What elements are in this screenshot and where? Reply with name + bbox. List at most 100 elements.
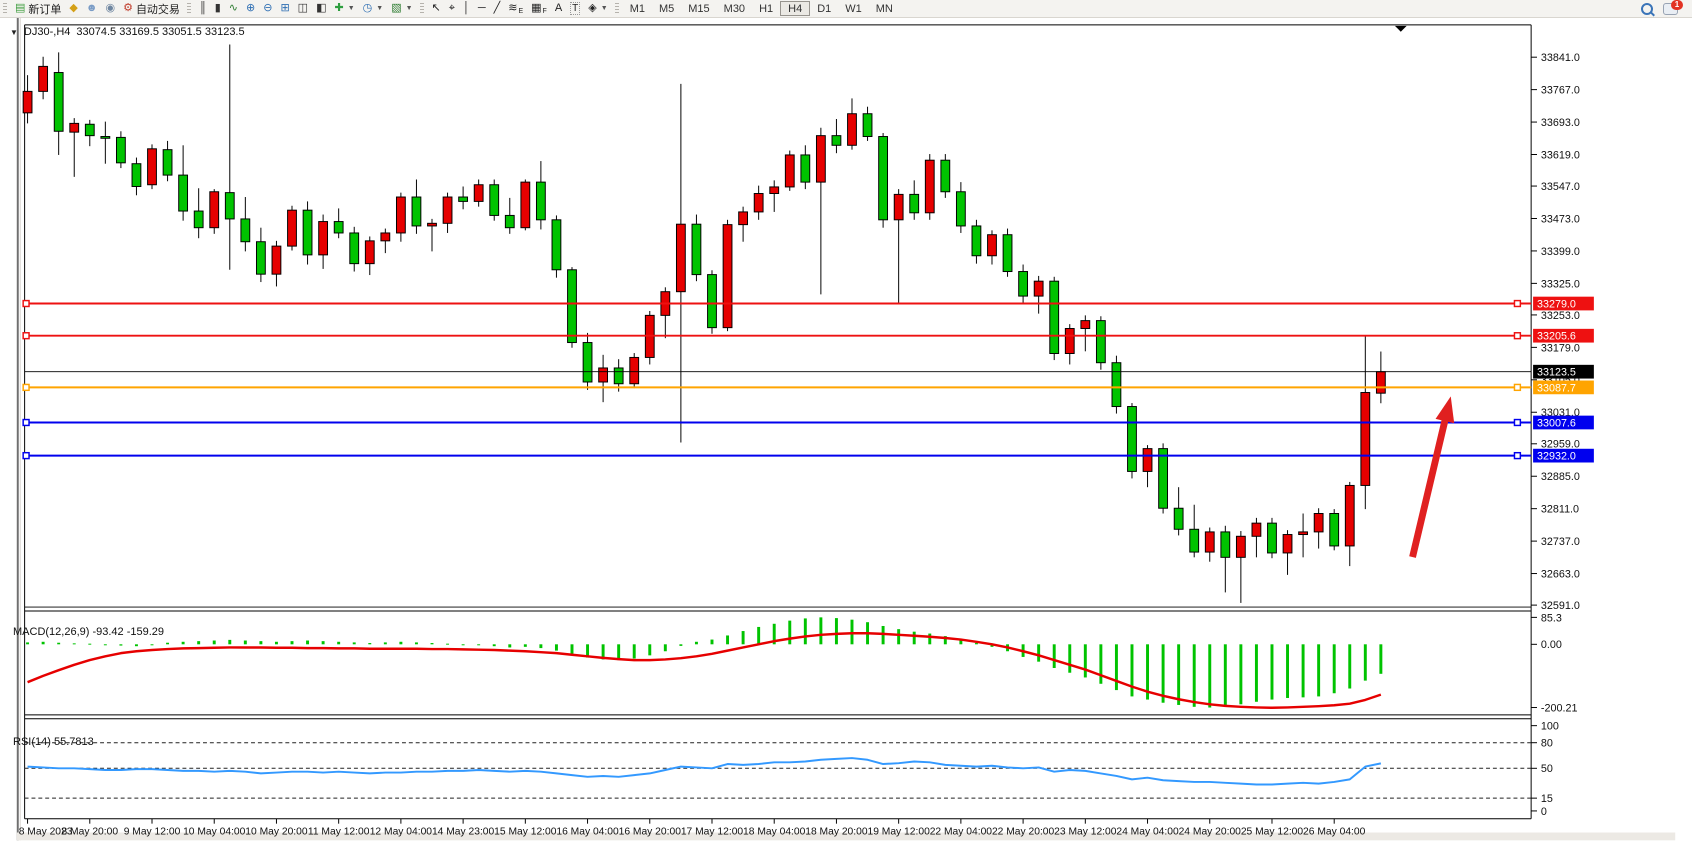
macd-histogram-bar	[617, 644, 621, 661]
cursor-button[interactable]: ↖	[428, 1, 445, 16]
bull-candle-body	[364, 240, 375, 265]
macd-histogram-bar	[399, 641, 403, 645]
text-button[interactable]: A	[551, 1, 566, 16]
time-tick-label: 23 May 12:00	[1054, 826, 1117, 837]
chevron-down-icon[interactable]: ▼	[347, 5, 355, 12]
arrow-head[interactable]	[1435, 396, 1455, 424]
candle	[504, 197, 515, 234]
notifications-button[interactable]: 1	[1663, 0, 1683, 15]
support-line-2-handle[interactable]	[22, 451, 30, 460]
bull-candle-body	[1204, 531, 1215, 553]
candle	[847, 98, 857, 150]
separate-window-icon: ◧	[316, 2, 327, 14]
line-chart-button[interactable]: ∿	[225, 1, 242, 16]
macd-histogram-bar	[1301, 644, 1305, 698]
pivot-line-handle[interactable]	[1513, 383, 1522, 392]
candlestick-chart-button[interactable]: ▮	[211, 1, 225, 16]
resistance-line-2-handle[interactable]	[1513, 332, 1522, 340]
bar-chart-button[interactable]: ║	[195, 1, 211, 16]
macd-histogram-bar	[881, 625, 885, 645]
trendline-button[interactable]: ╱	[490, 1, 505, 16]
macd-histogram-bar	[477, 644, 481, 646]
fibonacci-button[interactable]: ▦ F	[527, 1, 551, 16]
resistance-line-1-tag-label: 33279.0	[1537, 298, 1576, 310]
resistance-line-2-handle[interactable]	[22, 332, 30, 340]
candle	[395, 192, 406, 242]
timeframe-button-h4[interactable]: H4	[780, 1, 811, 16]
timeframe-button-m30[interactable]: M30	[723, 2, 746, 15]
zoom-out-button[interactable]: ⊖	[259, 1, 276, 16]
support-line-1-handle[interactable]	[22, 418, 30, 427]
horizontal-line-button[interactable]: ─	[474, 1, 490, 16]
indicator-window-button[interactable]: ◫	[294, 1, 312, 16]
period-button[interactable]: ◷ ▼	[359, 1, 388, 16]
chevron-down-icon[interactable]: ▼	[10, 27, 18, 37]
signals-button[interactable]: ◉	[101, 1, 119, 16]
timeframe-button-m5[interactable]: M5	[658, 2, 675, 15]
chevron-down-icon[interactable]: ▼	[600, 5, 608, 12]
macd-histogram-bar	[508, 644, 512, 648]
arrows-button[interactable]: ◈ ▼	[584, 1, 611, 16]
auto-trading-icon: ⚙	[123, 2, 133, 14]
timeframe-drag-handle[interactable]	[614, 3, 619, 14]
search-icon[interactable]	[1641, 2, 1653, 15]
macd-histogram-bar	[1146, 644, 1150, 700]
toolbar-drag-handle[interactable]	[419, 3, 424, 14]
chevron-down-icon[interactable]: ▼	[405, 5, 413, 12]
toolbar-drag-handle[interactable]	[186, 3, 191, 14]
up-arrow-annotation[interactable]	[1409, 396, 1455, 558]
profile-button[interactable]: ☻	[82, 1, 102, 16]
text-label-button[interactable]: T	[566, 1, 584, 16]
timeframe-button-mn[interactable]: MN	[875, 2, 893, 15]
timeframe-button-m1[interactable]: M1	[629, 2, 645, 15]
candle	[878, 133, 888, 228]
price-tick-label: 33179.0	[1541, 342, 1580, 354]
tile-windows-button[interactable]: ⊞	[276, 1, 293, 16]
bull-candle-body	[1142, 448, 1153, 472]
timeframe-button-d1[interactable]: D1	[817, 2, 832, 15]
timeframe-toolbar: M1 M5 M15 M30 H1 H4 D1 W1 MN	[623, 1, 900, 16]
add-indicator-icon: ✚	[334, 2, 344, 14]
zoom-in-button[interactable]: ⊕	[242, 1, 259, 16]
time-tick-label: 8 May 2023	[19, 826, 73, 837]
timeframe-button-w1[interactable]: W1	[845, 2, 862, 15]
candle	[100, 121, 111, 164]
bull-candle-body	[69, 122, 80, 133]
add-indicator-button[interactable]: ✚ ▼	[330, 1, 358, 16]
auto-trading-button[interactable]: ⚙ 自动交易	[119, 1, 184, 16]
timeframe-button-h1[interactable]: H1	[759, 2, 774, 15]
resistance-line-1-handle[interactable]	[22, 299, 30, 308]
support-line-2-handle[interactable]	[1513, 451, 1522, 460]
chart-canvas[interactable]: 33841.0 33767.0 33693.0 33619.0 33547.0 33473…	[0, 17, 1692, 857]
bear-candle-body	[1111, 362, 1122, 408]
macd-histogram-bar	[741, 631, 745, 645]
macd-histogram-bar	[570, 644, 574, 654]
macd-histogram-bar	[1192, 644, 1196, 707]
macd-histogram-bar	[788, 620, 792, 645]
separate-window-button[interactable]: ◧	[312, 1, 330, 16]
chart-title[interactable]: ▼ DJ30-,H4 33074.5 33169.5 33051.5 33123…	[10, 26, 245, 38]
macd-axis-label: -200.21	[1541, 702, 1578, 714]
chevron-down-icon[interactable]: ▼	[376, 5, 384, 12]
chart-shift-marker[interactable]	[1394, 25, 1407, 32]
candle	[427, 218, 437, 252]
price-tick-label: 33253.0	[1541, 310, 1580, 322]
toolbar-drag-handle[interactable]	[3, 3, 7, 14]
equidistant-channel-button[interactable]: ≋ E	[504, 1, 527, 16]
vertical-line-button[interactable]: │	[459, 1, 474, 16]
support-line-1-handle[interactable]	[1513, 418, 1522, 427]
template-button[interactable]: ▧ ▼	[387, 1, 416, 16]
time-tick-label: 15 May 12:00	[494, 826, 557, 837]
bear-candle-body	[240, 218, 251, 243]
arrow-shaft[interactable]	[1409, 420, 1449, 558]
bear-candle-body	[1189, 528, 1200, 553]
resistance-line-1-handle[interactable]	[1513, 299, 1522, 308]
macd-histogram-bar	[974, 643, 978, 645]
styler-button[interactable]: ◆	[65, 1, 81, 16]
timeframe-button-m15[interactable]: M15	[688, 2, 710, 15]
crosshair-button[interactable]: ⌖	[445, 1, 459, 16]
new-order-button[interactable]: ▤ 新订单	[11, 1, 65, 16]
pivot-line-handle[interactable]	[22, 383, 30, 392]
